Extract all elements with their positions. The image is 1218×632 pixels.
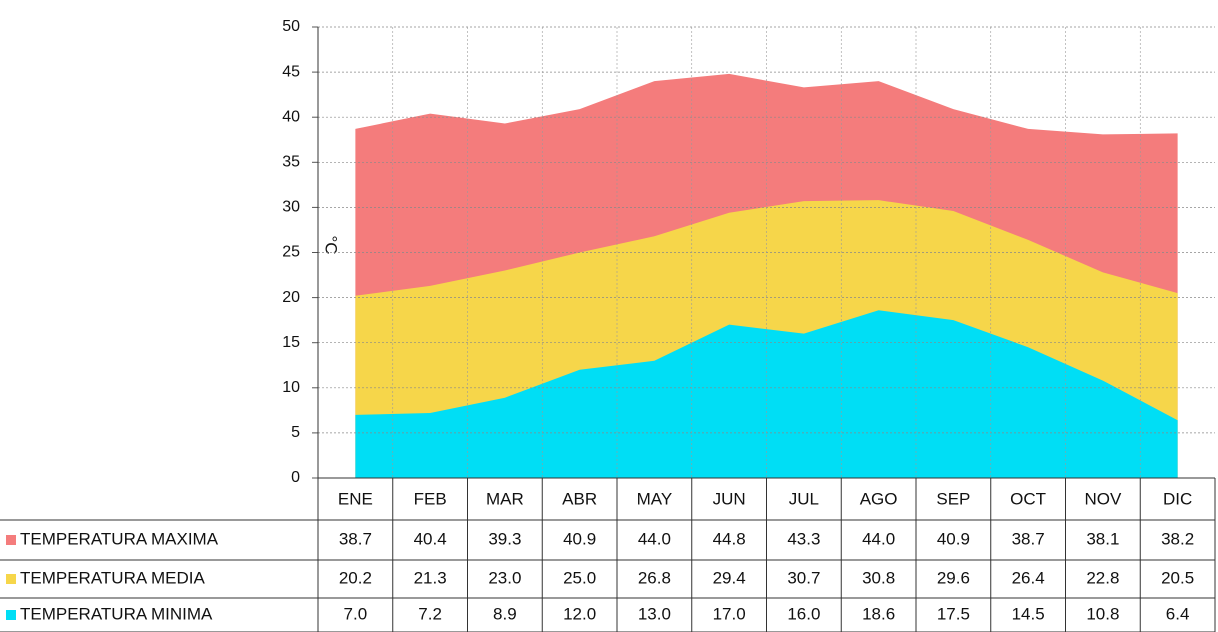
data-label: 13.0 (638, 604, 671, 623)
legend-swatch (6, 610, 16, 620)
data-label: 40.9 (937, 529, 970, 548)
x-tick-label: DIC (1163, 489, 1192, 508)
y-tick-label: 5 (291, 424, 300, 441)
data-label: 7.2 (418, 604, 442, 623)
legend-label: TEMPERATURA MINIMA (20, 604, 213, 623)
data-label: 29.6 (937, 568, 970, 587)
y-tick-label: 40 (282, 108, 300, 125)
legend-label: TEMPERATURA MAXIMA (20, 529, 219, 548)
data-label: 44.8 (713, 529, 746, 548)
data-label: 17.5 (937, 604, 970, 623)
x-tick-label: FEB (414, 489, 447, 508)
data-label: 23.0 (488, 568, 521, 587)
data-label: 44.0 (638, 529, 671, 548)
y-axis-label: °C (322, 235, 341, 254)
x-tick-label: ENE (338, 489, 373, 508)
data-label: 26.4 (1012, 568, 1045, 587)
y-tick-label: 45 (282, 63, 300, 80)
y-tick-label: 50 (282, 18, 300, 35)
y-tick-label: 30 (282, 199, 300, 216)
data-label: 14.5 (1012, 604, 1045, 623)
data-label: 22.8 (1086, 568, 1119, 587)
x-tick-label: NOV (1084, 489, 1122, 508)
y-tick-label: 20 (282, 289, 300, 306)
data-label: 44.0 (862, 529, 895, 548)
data-label: 38.7 (339, 529, 372, 548)
x-tick-label: OCT (1010, 489, 1046, 508)
data-label: 40.9 (563, 529, 596, 548)
data-label: 16.0 (787, 604, 820, 623)
data-label: 20.5 (1161, 568, 1194, 587)
data-label: 30.7 (787, 568, 820, 587)
area (355, 310, 1178, 478)
legend-swatch (6, 574, 16, 584)
data-label: 30.8 (862, 568, 895, 587)
x-tick-label: JUN (713, 489, 746, 508)
legend-label: TEMPERATURA MEDIA (20, 568, 205, 587)
x-tick-label: MAR (486, 489, 524, 508)
legend-swatch (6, 535, 16, 545)
x-tick-label: AGO (860, 489, 898, 508)
y-tick-label: 15 (282, 334, 300, 351)
data-label: 39.3 (488, 529, 521, 548)
x-tick-label: ABR (562, 489, 597, 508)
y-tick-label: 35 (282, 154, 300, 171)
data-label: 21.3 (414, 568, 447, 587)
data-label: 17.0 (713, 604, 746, 623)
data-label: 29.4 (713, 568, 746, 587)
data-label: 43.3 (787, 529, 820, 548)
data-label: 25.0 (563, 568, 596, 587)
data-label: 18.6 (862, 604, 895, 623)
data-label: 12.0 (563, 604, 596, 623)
data-label: 26.8 (638, 568, 671, 587)
x-tick-label: SEP (936, 489, 970, 508)
data-label: 38.7 (1012, 529, 1045, 548)
data-label: 7.0 (344, 604, 368, 623)
data-label: 6.4 (1166, 604, 1190, 623)
y-tick-label: 25 (282, 244, 300, 261)
data-label: 40.4 (414, 529, 447, 548)
data-label: 10.8 (1086, 604, 1119, 623)
data-label: 38.2 (1161, 529, 1194, 548)
data-label: 38.1 (1086, 529, 1119, 548)
y-tick-label: 10 (282, 379, 300, 396)
x-tick-label: JUL (789, 489, 819, 508)
y-tick-label: 0 (291, 469, 300, 486)
data-label: 8.9 (493, 604, 517, 623)
x-tick-label: MAY (637, 489, 673, 508)
data-label: 20.2 (339, 568, 372, 587)
